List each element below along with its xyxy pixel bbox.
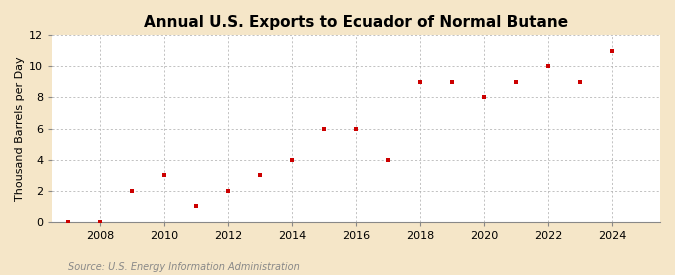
Point: [383, 157, 394, 162]
Point: [447, 80, 458, 84]
Point: [607, 49, 618, 53]
Point: [319, 126, 329, 131]
Point: [287, 157, 298, 162]
Point: [254, 173, 265, 177]
Text: Source: U.S. Energy Information Administration: Source: U.S. Energy Information Administ…: [68, 262, 299, 272]
Point: [159, 173, 169, 177]
Point: [543, 64, 554, 68]
Point: [574, 80, 585, 84]
Point: [351, 126, 362, 131]
Y-axis label: Thousand Barrels per Day: Thousand Barrels per Day: [15, 56, 25, 201]
Point: [479, 95, 489, 100]
Point: [511, 80, 522, 84]
Title: Annual U.S. Exports to Ecuador of Normal Butane: Annual U.S. Exports to Ecuador of Normal…: [144, 15, 568, 30]
Point: [95, 219, 106, 224]
Point: [414, 80, 425, 84]
Point: [127, 188, 138, 193]
Point: [223, 188, 234, 193]
Point: [63, 219, 74, 224]
Point: [191, 204, 202, 208]
